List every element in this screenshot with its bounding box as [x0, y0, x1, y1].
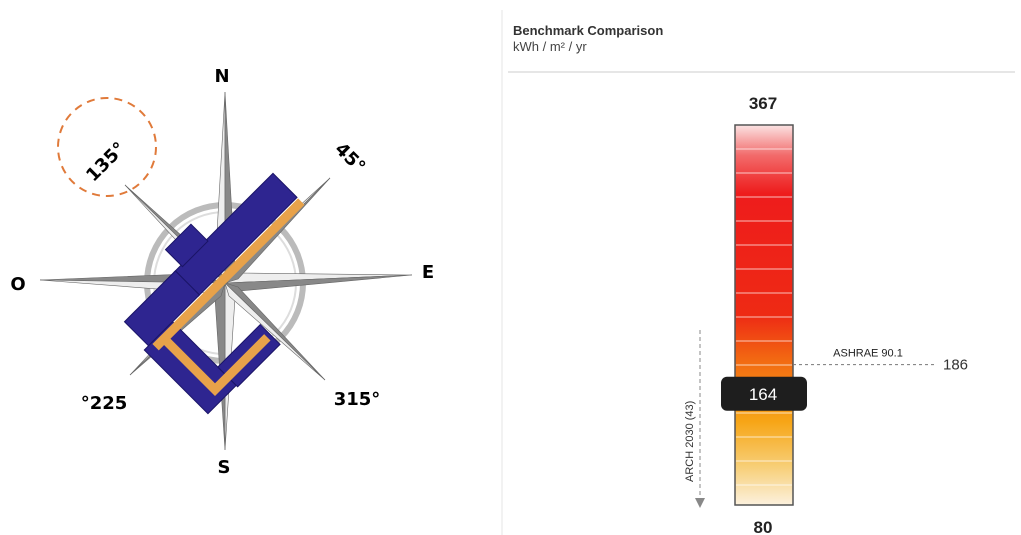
- gauge-bar: [734, 124, 794, 506]
- value-marker: [721, 376, 807, 411]
- compass-south: S: [218, 457, 231, 478]
- panel-unit: kWh / m² / yr: [513, 39, 587, 54]
- building: [123, 172, 305, 415]
- angle-label: 315°: [334, 389, 381, 410]
- target-label: ARCH 2030 (43): [684, 401, 696, 482]
- value-label: 164: [749, 385, 777, 404]
- angle-label: 135°: [82, 138, 130, 186]
- compass-west: O: [10, 274, 25, 295]
- reference-value: 186: [943, 357, 968, 374]
- reference-label: ASHRAE 90.1: [833, 348, 903, 360]
- benchmark-panel: Benchmark Comparison kWh / m² / yr: [501, 10, 1015, 535]
- gauge-min: 80: [754, 518, 773, 535]
- angle-label: 45°: [330, 139, 369, 178]
- highlight-circle: [57, 97, 157, 197]
- compass-north: N: [214, 66, 229, 87]
- compass: N E S O 45° 135° °225 315°: [10, 66, 434, 478]
- compass-east: E: [422, 262, 434, 283]
- gauge-max: 367: [749, 94, 777, 113]
- angle-label: °225: [81, 393, 128, 414]
- target-arrowhead: [695, 498, 705, 508]
- panel-title: Benchmark Comparison: [513, 23, 663, 38]
